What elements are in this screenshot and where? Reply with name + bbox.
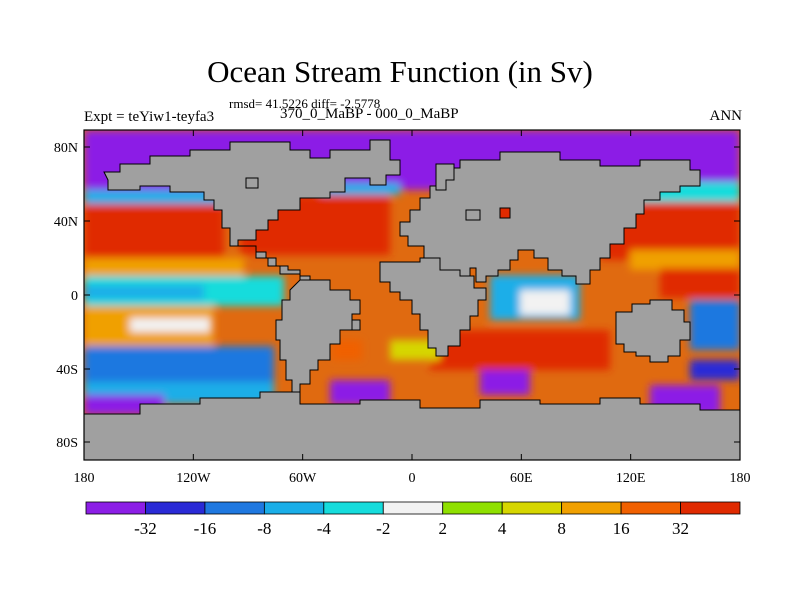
colorbar-swatch	[442, 501, 503, 515]
colorbar-label: -4	[317, 519, 332, 538]
ocean-field	[84, 130, 740, 460]
lat-tick-label: 0	[71, 289, 78, 304]
colorbar-swatch	[85, 501, 146, 515]
colorbar-label: -32	[134, 519, 157, 538]
colorbar-swatch	[680, 501, 741, 515]
colorbar-label: -2	[376, 519, 390, 538]
lon-tick-label: 60W	[289, 471, 317, 486]
latitude-axis: 80N 40N 0 40S 80S	[54, 141, 740, 451]
plot-title: Ocean Stream Function (in Sv)	[207, 54, 593, 89]
colorbar-swatch	[323, 501, 384, 515]
lon-tick-label: 120W	[176, 471, 211, 486]
period-label: 370_0_MaBP - 000_0_MaBP	[280, 106, 459, 122]
lat-tick-label: 80N	[54, 141, 78, 156]
colorbar-swatch	[382, 501, 444, 515]
lat-tick-label: 80S	[56, 436, 78, 451]
stats-label: rmsd= 41.5226 diff= -2.5778	[229, 96, 381, 111]
land-masses	[84, 139, 740, 460]
colorbar-swatch	[561, 501, 622, 515]
lon-tick-label: 180	[74, 471, 95, 486]
colorbar-label: 4	[498, 519, 507, 538]
season-label: ANN	[709, 108, 743, 124]
lat-tick-label: 40N	[54, 215, 78, 230]
lon-tick-label: 120E	[616, 471, 646, 486]
colorbar-label: -8	[257, 519, 271, 538]
longitude-axis: 180 120W 60W 0 60E 120E 180	[74, 130, 751, 486]
lat-tick-label: 40S	[56, 363, 78, 378]
colorbar-swatch	[145, 501, 206, 515]
lon-tick-label: 0	[409, 471, 416, 486]
lon-tick-label: 60E	[510, 471, 533, 486]
colorbar-swatch	[620, 501, 681, 515]
colorbar-swatch	[263, 501, 325, 515]
experiment-label: Expt = teYiw1-teyfa3	[84, 109, 215, 125]
colorbar: -32 -16 -8 -4 -2 2 4 8 16 32	[85, 501, 741, 538]
colorbar-label: 32	[672, 519, 689, 538]
colorbar-label: 2	[438, 519, 447, 538]
colorbar-label: 16	[613, 519, 630, 538]
lon-tick-label: 180	[730, 471, 751, 486]
colorbar-label: -16	[194, 519, 217, 538]
colorbar-swatch	[501, 501, 563, 515]
colorbar-label: 8	[557, 519, 566, 538]
colorbar-swatch	[204, 501, 265, 515]
